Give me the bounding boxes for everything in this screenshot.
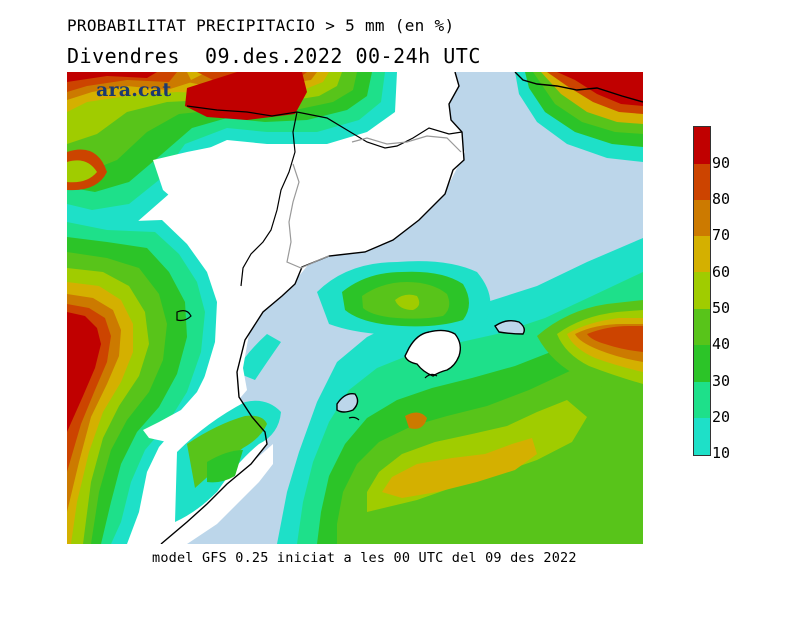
- legend-label: 90: [712, 154, 731, 172]
- formentera: [348, 416, 360, 421]
- legend-swatch-30: [694, 345, 710, 382]
- cabrera: [424, 373, 438, 379]
- ara-cat-logo: ara.cat: [96, 79, 172, 101]
- map-canvas: [67, 72, 643, 544]
- legend-swatch-10: [694, 418, 710, 455]
- map-date-title: Divendres 09.des.2022 00-24h UTC: [67, 44, 481, 68]
- legend-swatch-70: [694, 200, 710, 236]
- mallorca: [404, 329, 462, 377]
- precip-contours: [67, 72, 643, 544]
- country-borders: [176, 105, 463, 322]
- legend-label: 40: [712, 335, 731, 353]
- legend-swatch-50: [694, 272, 710, 309]
- ibiza: [336, 393, 359, 413]
- legend-label: 50: [712, 299, 731, 317]
- legend-swatch-60: [694, 236, 710, 272]
- legend-colorbar: [693, 126, 711, 456]
- coastlines: [160, 72, 643, 544]
- legend-swatch-20: [694, 382, 710, 418]
- legend-swatch-90: [694, 127, 710, 164]
- legend-label: 20: [712, 408, 731, 426]
- province-borders: [286, 135, 462, 269]
- menorca: [494, 319, 526, 335]
- legend-label: 60: [712, 263, 731, 281]
- map-title: PROBABILITAT PRECIPITACIO > 5 mm (en %): [67, 16, 455, 35]
- legend-label: 10: [712, 444, 731, 462]
- model-caption: model GFS 0.25 iniciat a les 00 UTC del …: [152, 550, 577, 566]
- legend-label: 70: [712, 226, 731, 244]
- legend-swatch-40: [694, 309, 710, 345]
- legend-label: 30: [712, 372, 731, 390]
- dry-land: [143, 134, 465, 442]
- legend-swatch-80: [694, 164, 710, 200]
- precipitation-map: ara.cat: [67, 72, 643, 544]
- legend-label: 80: [712, 190, 731, 208]
